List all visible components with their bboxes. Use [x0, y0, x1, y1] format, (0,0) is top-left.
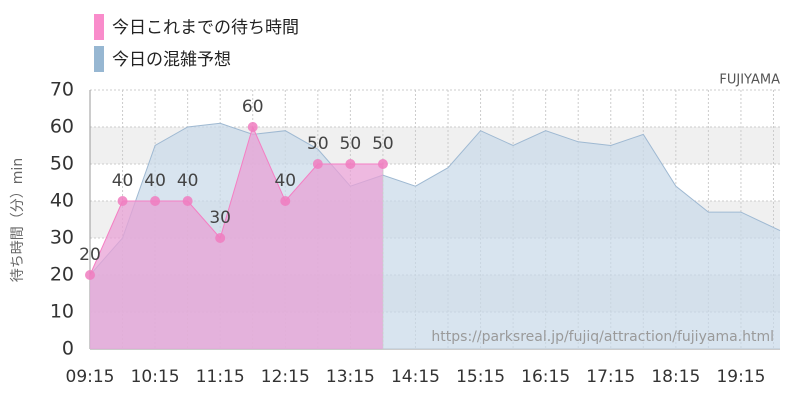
- point: [247, 122, 258, 132]
- legend-swatch: [94, 46, 104, 72]
- legend-swatch: [94, 14, 104, 40]
- x-tick-label: 09:15: [66, 367, 115, 387]
- y-tick-label: 10: [50, 301, 74, 323]
- point: [312, 159, 323, 169]
- x-tick-label: 17:15: [586, 367, 635, 387]
- line: [89, 122, 781, 276]
- line: [89, 125, 383, 276]
- data-label: 40: [177, 171, 199, 191]
- watermark: https://parksreal.jp/fujiq/attraction/fu…: [431, 329, 774, 345]
- data-label: 50: [372, 134, 394, 154]
- x-tick-label: 14:15: [391, 367, 440, 387]
- point: [117, 196, 128, 206]
- x-tick-label: 16:15: [521, 367, 570, 387]
- data-label: 40: [112, 171, 134, 191]
- x-tick-label: 12:15: [261, 367, 310, 387]
- data-label: 30: [209, 208, 231, 228]
- area: [90, 127, 383, 349]
- point: [377, 159, 388, 169]
- point: [85, 270, 95, 280]
- data-label: 60: [242, 97, 264, 117]
- y-tick-label: 60: [50, 116, 74, 138]
- y-tick-label: 0: [62, 338, 74, 360]
- x-tick-label: 18:15: [651, 367, 700, 387]
- point: [215, 233, 226, 243]
- legend-label: 今日これまでの待ち時間: [112, 18, 299, 38]
- y-axis-label: 待ち時間（分）min: [10, 158, 26, 282]
- data-label: 40: [274, 171, 296, 191]
- data-label: 40: [144, 171, 166, 191]
- x-tick-label: 11:15: [196, 367, 245, 387]
- point: [280, 196, 291, 206]
- x-tick-label: 13:15: [326, 367, 375, 387]
- point: [345, 159, 356, 169]
- data-label: 50: [307, 134, 329, 154]
- point: [150, 196, 161, 206]
- point: [182, 196, 193, 206]
- legend-label: 今日の混雑予想: [112, 50, 231, 70]
- attraction-name: FUJIYAMA: [719, 73, 780, 88]
- x-tick-label: 15:15: [456, 367, 505, 387]
- y-tick-label: 70: [50, 79, 74, 101]
- data-label: 20: [79, 245, 101, 265]
- y-tick-label: 30: [50, 227, 74, 249]
- data-label: 50: [340, 134, 362, 154]
- y-tick-label: 40: [50, 190, 74, 212]
- x-tick-label: 10:15: [131, 367, 180, 387]
- y-tick-label: 20: [50, 264, 74, 286]
- x-tick-label: 19:15: [716, 367, 765, 387]
- y-tick-label: 50: [50, 153, 74, 175]
